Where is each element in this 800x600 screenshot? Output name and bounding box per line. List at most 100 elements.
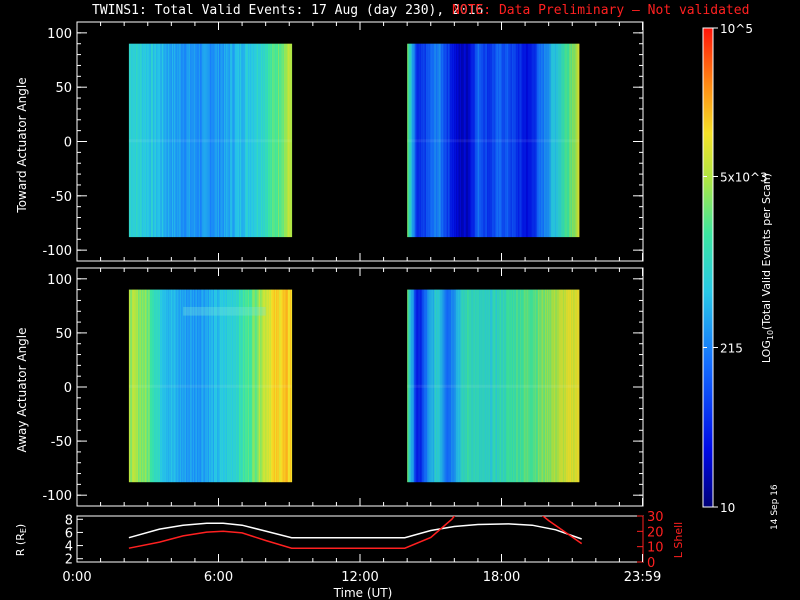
heatmap-column bbox=[201, 43, 204, 238]
heatmap-column bbox=[217, 289, 220, 483]
heatmap-column bbox=[573, 289, 575, 483]
heatmap-column bbox=[234, 289, 237, 483]
heatmap-column bbox=[545, 289, 547, 483]
heatmap-column bbox=[554, 43, 556, 238]
heatmap-column bbox=[160, 43, 163, 238]
heatmap-column bbox=[462, 289, 464, 483]
colorbar-tick-label: 10 bbox=[720, 501, 735, 515]
heatmap-column bbox=[168, 289, 171, 483]
heatmap-column bbox=[266, 43, 269, 238]
heatmap-column bbox=[409, 43, 411, 238]
heatmap-column bbox=[171, 289, 174, 483]
heatmap-column bbox=[254, 289, 257, 483]
heatmap-column bbox=[576, 43, 578, 238]
heatmap-column bbox=[237, 43, 240, 238]
heatmap-column bbox=[428, 289, 430, 483]
heatmap-column bbox=[547, 43, 549, 238]
heatmap-column bbox=[283, 43, 286, 238]
heatmap-column bbox=[422, 289, 424, 483]
heatmap-column bbox=[411, 43, 413, 238]
heatmap-column bbox=[421, 289, 423, 483]
heatmap-column bbox=[238, 43, 241, 238]
heatmap-column bbox=[184, 43, 187, 238]
heatmap-column bbox=[540, 43, 542, 238]
heatmap-column bbox=[447, 43, 449, 238]
heatmap-column bbox=[495, 43, 497, 238]
heatmap-column bbox=[191, 43, 194, 238]
heatmap-column bbox=[499, 289, 501, 483]
heatmap-column bbox=[236, 43, 239, 238]
toward-ylabel: Toward Actuator Angle bbox=[15, 77, 29, 213]
ytick-label: -100 bbox=[42, 244, 72, 259]
heatmap-column bbox=[456, 43, 458, 238]
heatmap-column bbox=[154, 43, 157, 238]
heatmap-column bbox=[559, 43, 561, 238]
heatmap-column bbox=[513, 43, 515, 238]
heatmap-column bbox=[575, 289, 577, 483]
heatmap-column bbox=[518, 289, 520, 483]
heatmap-column bbox=[476, 43, 478, 238]
heatmap-column bbox=[142, 289, 145, 483]
heatmap-column bbox=[510, 43, 512, 238]
heatmap-column bbox=[419, 43, 421, 238]
heatmap-column bbox=[226, 289, 229, 483]
heatmap-column bbox=[419, 289, 421, 483]
heatmap-column bbox=[190, 289, 193, 483]
heatmap-column bbox=[273, 289, 276, 483]
heatmap-column bbox=[477, 43, 479, 238]
heatmap-column bbox=[200, 43, 203, 238]
heatmap-column bbox=[441, 289, 443, 483]
heatmap-column bbox=[426, 289, 428, 483]
heatmap-column bbox=[186, 289, 189, 483]
heatmap-column bbox=[501, 43, 503, 238]
heatmap-column bbox=[251, 43, 254, 238]
heatmap-column bbox=[468, 289, 470, 483]
heatmap-column bbox=[169, 289, 172, 483]
heatmap-column bbox=[534, 289, 536, 483]
heatmap-column bbox=[495, 289, 497, 483]
heatmap-column bbox=[536, 43, 538, 238]
heatmap-column bbox=[217, 43, 220, 238]
heatmap-column bbox=[562, 43, 564, 238]
heatmap-column bbox=[253, 43, 256, 238]
heatmap-column bbox=[528, 43, 530, 238]
heatmap-column bbox=[146, 43, 149, 238]
heatmap-column bbox=[490, 43, 492, 238]
heatmap-column bbox=[516, 43, 518, 238]
heatmap-column bbox=[560, 43, 562, 238]
heatmap-column bbox=[525, 289, 527, 483]
heatmap-column bbox=[244, 43, 247, 238]
heatmap-column bbox=[459, 289, 461, 483]
heatmap-column bbox=[178, 289, 181, 483]
right-ytick-label: 10 bbox=[647, 541, 664, 556]
heatmap-column bbox=[431, 289, 433, 483]
heatmap-column bbox=[167, 43, 170, 238]
heatmap-column bbox=[566, 43, 568, 238]
left-ytick-label: 2 bbox=[65, 553, 73, 568]
heatmap-column bbox=[568, 43, 570, 238]
away-ylabel: Away Actuator Angle bbox=[15, 327, 29, 452]
heatmap-column bbox=[188, 43, 191, 238]
heatmap-column bbox=[540, 289, 542, 483]
heatmap-column bbox=[202, 43, 205, 238]
heatmap-column bbox=[437, 43, 439, 238]
heatmap-column bbox=[518, 43, 520, 238]
heatmap-column bbox=[501, 289, 503, 483]
heatmap-column bbox=[287, 43, 290, 238]
heatmap-column bbox=[264, 43, 267, 238]
heatmap-column bbox=[241, 43, 244, 238]
heatmap-column bbox=[502, 289, 504, 483]
heatmap-column bbox=[550, 289, 552, 483]
heatmap-column bbox=[467, 43, 469, 238]
heatmap-column bbox=[473, 43, 475, 238]
heatmap-column bbox=[290, 289, 293, 483]
heatmap-column bbox=[133, 43, 136, 238]
heatmap-column bbox=[463, 289, 465, 483]
heatmap-column bbox=[546, 43, 548, 238]
heatmap-column bbox=[542, 289, 544, 483]
heatmap-column bbox=[427, 43, 429, 238]
heatmap-column bbox=[500, 289, 502, 483]
heatmap-column bbox=[574, 43, 576, 238]
heatmap-column bbox=[543, 43, 545, 238]
heatmap-column bbox=[491, 43, 493, 238]
